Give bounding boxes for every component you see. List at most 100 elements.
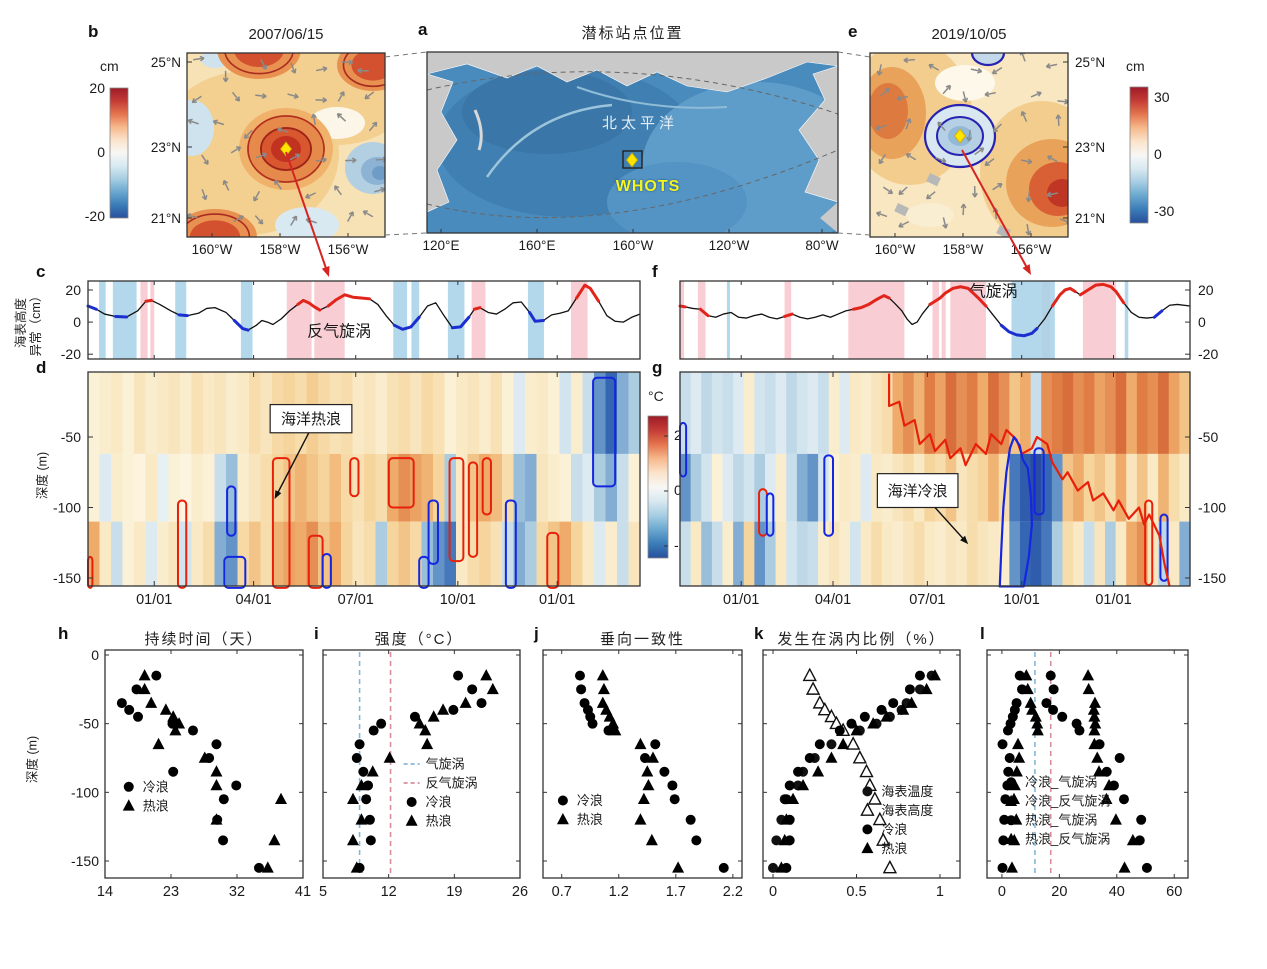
current-arrow — [357, 69, 362, 74]
data-point — [231, 780, 242, 791]
tick-label: 120°W — [709, 238, 750, 253]
panel-k-frame — [762, 649, 961, 879]
heat-cell — [456, 372, 469, 454]
legend-marker — [861, 841, 874, 854]
heat-cell — [903, 521, 915, 586]
heat-cell — [988, 521, 1000, 586]
heat-cell — [765, 453, 777, 522]
data-point — [480, 669, 493, 681]
data-point — [880, 710, 893, 722]
heat-cell — [387, 453, 400, 522]
data-point — [817, 701, 832, 716]
mhw-contour — [448, 457, 465, 563]
current-arrow — [289, 153, 300, 161]
current-arrow — [876, 212, 881, 217]
anticyclonic-eddy-band — [941, 281, 946, 359]
heat-cell — [711, 453, 724, 522]
data-point — [1100, 792, 1113, 804]
tick-label: -150 — [71, 853, 99, 869]
ssh-line — [698, 307, 710, 318]
current-arrow — [1047, 155, 1058, 163]
current-arrow — [244, 136, 250, 140]
heat-cell — [956, 521, 968, 586]
heat-cell — [410, 372, 423, 454]
data-point — [876, 832, 891, 846]
heat-cell — [1051, 372, 1064, 454]
heat-cell — [398, 521, 411, 586]
current-arrow — [1057, 100, 1068, 103]
heat-cell — [1041, 372, 1053, 454]
current-arrow — [380, 186, 385, 190]
heat-cell — [329, 521, 342, 586]
current-arrow — [968, 136, 973, 142]
heat-cell — [571, 521, 584, 586]
data-point — [1041, 698, 1052, 709]
graticule-line — [427, 149, 838, 219]
ssh-axis-label-line1: 海表高度 — [14, 298, 28, 349]
heat-cell — [99, 372, 112, 454]
data-point — [837, 737, 850, 750]
data-point — [351, 752, 362, 763]
current-arrow — [351, 157, 357, 161]
missing-data-patch — [926, 172, 941, 187]
mcs-contour — [418, 555, 430, 589]
current-arrow — [1046, 194, 1052, 198]
data-point — [576, 684, 587, 695]
data-point — [872, 811, 888, 826]
data-point — [650, 739, 661, 750]
current-arrow — [942, 157, 947, 163]
annotation-arrow — [274, 432, 310, 500]
tick-label: -20 — [61, 346, 81, 362]
heat-cell — [1105, 372, 1117, 454]
mhw-contour — [467, 461, 479, 558]
heat-cell — [134, 453, 147, 522]
missing-data-patch — [894, 202, 909, 217]
data-point — [659, 766, 670, 777]
data-point — [145, 696, 158, 708]
panel-label-i: i — [314, 624, 319, 643]
current-arrow — [311, 113, 315, 119]
heat-cell — [881, 521, 894, 586]
heat-cell — [1115, 372, 1127, 454]
heat-cell — [203, 521, 216, 586]
data-point — [1057, 711, 1068, 722]
data-point — [641, 765, 654, 777]
ssh-line — [851, 294, 891, 311]
heat-cell — [203, 453, 216, 522]
heat-cell — [839, 521, 851, 586]
current-arrow — [962, 204, 965, 216]
heat-cell — [765, 521, 777, 586]
land-corner — [820, 202, 838, 233]
panel-g: 海洋冷浪 01/01 04/01 07/01 10/01 01/01 -50 -100 -150 — [679, 371, 1226, 608]
station-box — [622, 150, 643, 169]
heat-cell — [329, 453, 342, 522]
heat-cell — [479, 372, 492, 454]
heat-cell — [456, 521, 469, 586]
depth-axis-label-dg: 深度 (m) — [35, 451, 50, 500]
heat-cell — [617, 521, 630, 586]
panel-h-title: 持续时间（天） — [144, 631, 264, 648]
panel-label-b: b — [88, 22, 99, 41]
ssh-line — [1078, 282, 1126, 305]
data-point — [133, 711, 143, 722]
current-arrow — [193, 57, 205, 61]
heat-cell — [594, 521, 607, 586]
tick-label: 0 — [1198, 314, 1206, 330]
heat-cell — [828, 372, 840, 454]
data-point — [116, 698, 127, 709]
panel-label-d: d — [36, 358, 47, 377]
data-point — [376, 718, 387, 729]
ssh-line — [86, 304, 98, 311]
data-point — [867, 791, 883, 805]
legend-label: 反气旋涡 — [426, 776, 478, 791]
tick-label: -20 — [1198, 346, 1218, 362]
heat-cell — [1136, 521, 1149, 586]
current-arrow — [287, 93, 299, 98]
anticyclonic-eddy-band — [680, 281, 685, 359]
land-asia — [427, 73, 458, 213]
heat-cell — [295, 453, 308, 522]
tick-label: 2.2 — [723, 884, 743, 900]
eddy-annotation: 气旋涡 — [970, 282, 1018, 300]
heat-cell — [690, 521, 702, 586]
